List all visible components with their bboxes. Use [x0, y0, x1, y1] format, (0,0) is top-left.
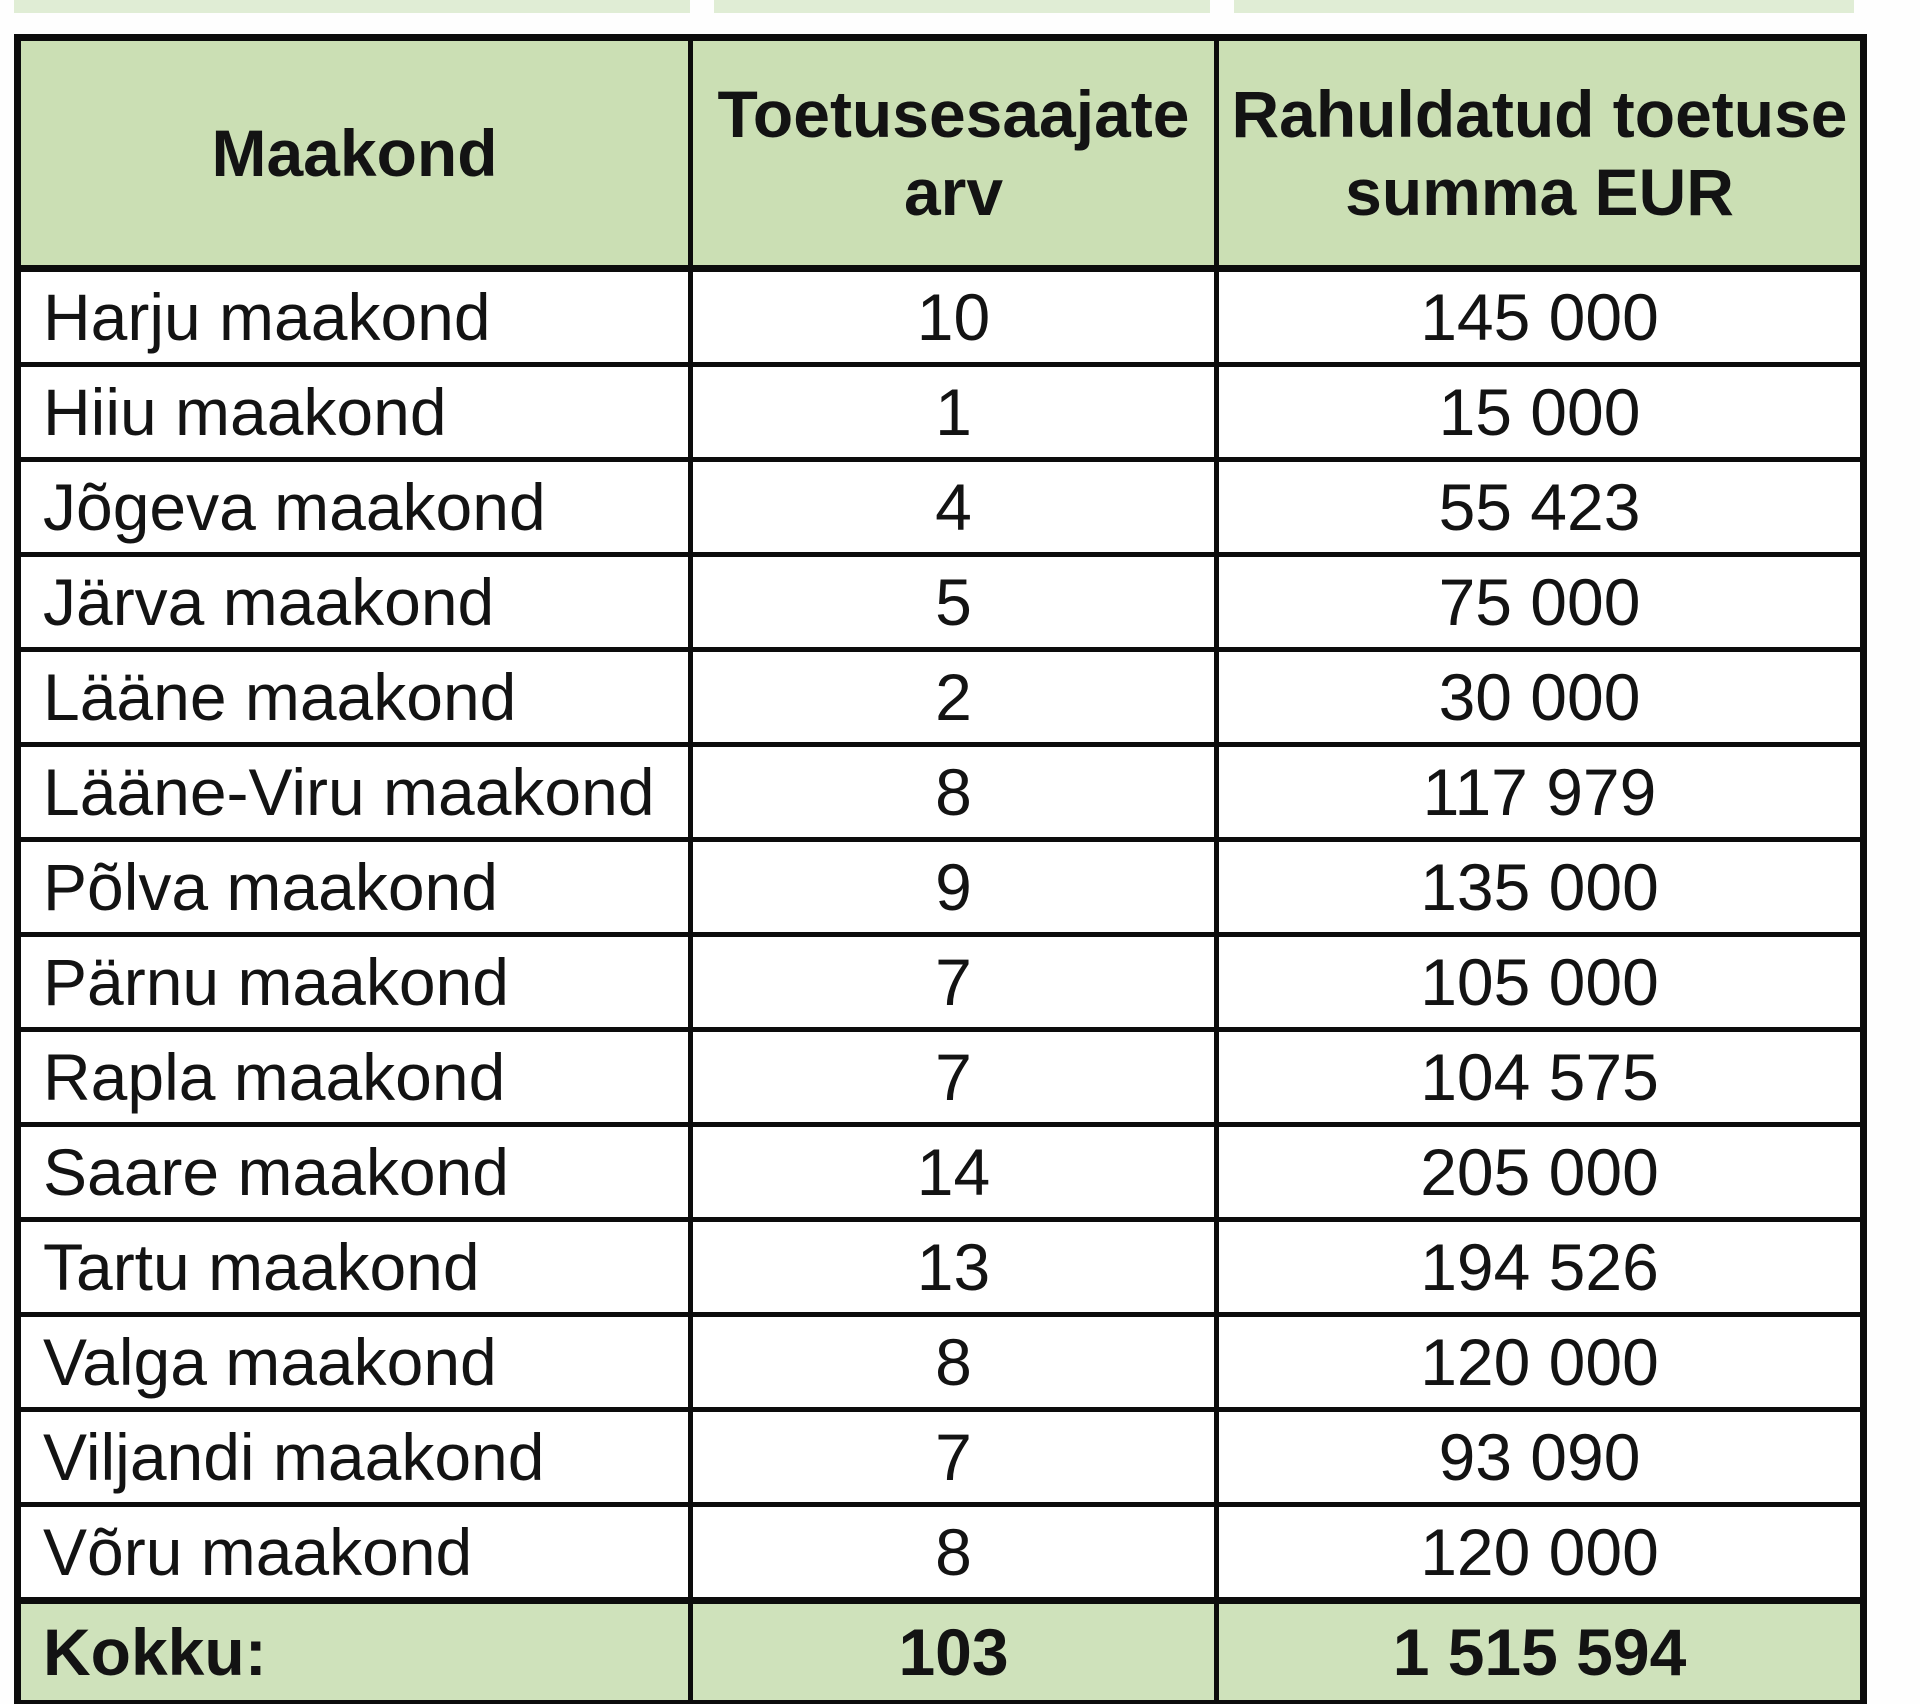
cell-amount: 135 000 [1214, 837, 1866, 937]
cell-amount: 120 000 [1214, 1312, 1866, 1412]
cell-count: 4 [688, 457, 1219, 557]
header-row: Maakond Toetusesaajate arv Rahuldatud to… [15, 35, 1866, 272]
cell-count: 7 [688, 932, 1219, 1032]
table-row: Saare maakond 14 205 000 [15, 1122, 1866, 1222]
cell-county: Rapla maakond [15, 1027, 693, 1127]
cropped-cells-remnant [714, 0, 1210, 13]
cell-county: Harju maakond [15, 266, 693, 367]
cell-count: 8 [688, 1312, 1219, 1412]
table-row: Tartu maakond 13 194 526 [15, 1217, 1866, 1317]
cell-count: 13 [688, 1217, 1219, 1317]
table-row: Võru maakond 8 120 000 [15, 1502, 1866, 1603]
table-row: Harju maakond 10 145 000 [15, 266, 1866, 367]
cell-count: 1 [688, 362, 1219, 462]
cell-county: Lääne maakond [15, 647, 693, 747]
header-count-line1: Toetusesaajate [717, 77, 1190, 151]
cell-count: 9 [688, 837, 1219, 937]
cell-count: 8 [688, 1502, 1219, 1603]
cell-county: Tartu maakond [15, 1217, 693, 1317]
cell-county: Pärnu maakond [15, 932, 693, 1032]
cell-county: Põlva maakond [15, 837, 693, 937]
cell-amount: 55 423 [1214, 457, 1866, 557]
total-label: Kokku: [15, 1597, 693, 1704]
cell-county: Järva maakond [15, 552, 693, 652]
cell-amount: 145 000 [1214, 266, 1866, 367]
cell-amount: 117 979 [1214, 742, 1866, 842]
total-count: 103 [688, 1597, 1219, 1704]
cell-county: Valga maakond [15, 1312, 693, 1412]
cell-count: 7 [688, 1407, 1219, 1507]
cell-amount: 105 000 [1214, 932, 1866, 1032]
cell-county: Saare maakond [15, 1122, 693, 1222]
cell-amount: 30 000 [1214, 647, 1866, 747]
table-row: Jõgeva maakond 4 55 423 [15, 457, 1866, 557]
cell-amount: 93 090 [1214, 1407, 1866, 1507]
cropped-cells-remnant [1234, 0, 1854, 13]
cell-count: 7 [688, 1027, 1219, 1127]
cropped-cells-remnant [14, 0, 690, 13]
header-cell-county: Maakond [15, 35, 693, 272]
cell-amount: 104 575 [1214, 1027, 1866, 1127]
cell-county: Viljandi maakond [15, 1407, 693, 1507]
header-amount-line1: Rahuldatud toetuse [1231, 77, 1848, 151]
cell-count: 8 [688, 742, 1219, 842]
header-count-line2: arv [903, 155, 1004, 229]
cell-count: 10 [688, 266, 1219, 367]
cell-amount: 15 000 [1214, 362, 1866, 462]
table-row: Lääne maakond 2 30 000 [15, 647, 1866, 747]
table-row: Hiiu maakond 1 15 000 [15, 362, 1866, 462]
table-row: Viljandi maakond 7 93 090 [15, 1407, 1866, 1507]
cell-county: Hiiu maakond [15, 362, 693, 462]
total-amount: 1 515 594 [1214, 1597, 1866, 1704]
header-amount-line2: summa EUR [1345, 155, 1734, 229]
table-row: Järva maakond 5 75 000 [15, 552, 1866, 652]
cell-count: 2 [688, 647, 1219, 747]
cell-count: 5 [688, 552, 1219, 652]
cell-count: 14 [688, 1122, 1219, 1222]
cell-county: Võru maakond [15, 1502, 693, 1603]
header-cell-count: Toetusesaajate arv [688, 35, 1219, 272]
table-header: Maakond Toetusesaajate arv Rahuldatud to… [15, 35, 1866, 272]
header-cell-amount: Rahuldatud toetuse summa EUR [1214, 35, 1866, 272]
cell-amount: 194 526 [1214, 1217, 1866, 1317]
table-footer: Kokku: 103 1 515 594 [15, 1597, 1866, 1704]
county-support-table: Maakond Toetusesaajate arv Rahuldatud to… [14, 34, 1867, 1704]
header-county-label: Maakond [211, 116, 498, 190]
cell-amount: 205 000 [1214, 1122, 1866, 1222]
table-row: Põlva maakond 9 135 000 [15, 837, 1866, 937]
cell-amount: 75 000 [1214, 552, 1866, 652]
table-row: Lääne-Viru maakond 8 117 979 [15, 742, 1866, 842]
total-row: Kokku: 103 1 515 594 [15, 1597, 1866, 1704]
cell-county: Lääne-Viru maakond [15, 742, 693, 842]
cell-county: Jõgeva maakond [15, 457, 693, 557]
table-row: Valga maakond 8 120 000 [15, 1312, 1866, 1412]
cell-amount: 120 000 [1214, 1502, 1866, 1603]
table-row: Pärnu maakond 7 105 000 [15, 932, 1866, 1032]
table-row: Rapla maakond 7 104 575 [15, 1027, 1866, 1127]
table-body: Harju maakond 10 145 000 Hiiu maakond 1 … [15, 266, 1866, 1603]
